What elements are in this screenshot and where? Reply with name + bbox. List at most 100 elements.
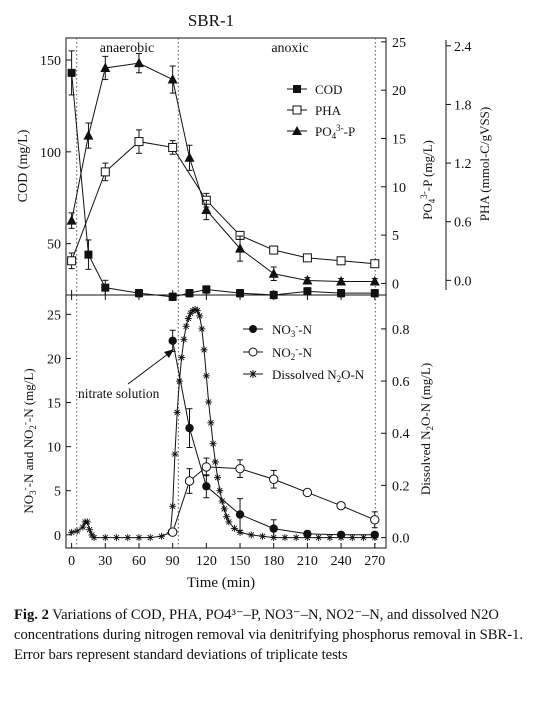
n2o-point-44 [258,532,266,540]
cod-point-4 [168,292,177,301]
n2o-point-9 [113,534,121,542]
n2o-point-20 [180,335,188,343]
po4-point-8 [268,268,279,278]
no-tick-label-15: 15 [47,397,61,412]
no2-point-5 [302,487,313,498]
n2o-point-8 [101,534,109,542]
phase-label-anaerobic: anaerobic [100,41,154,56]
po4-tick-label-10: 10 [392,181,406,196]
n2o-point-10 [124,534,132,542]
n2o-point-13 [157,532,165,540]
po4-axis-label: PO43--P (mg/L) [419,140,437,220]
pha-tick-label-1.8: 1.8 [454,98,472,113]
n2o-tick-label-0.6: 0.6 [392,375,410,390]
n2o-point-5 [86,526,94,534]
no3-point-3 [235,510,245,519]
no2-point-7 [370,515,380,525]
figure-caption: Fig. 2 Variations of COD, PHA, PO4³⁻–P, … [14,605,544,665]
cod-line [71,72,375,298]
x-tick-label-60: 60 [132,554,146,569]
no3-point-5 [303,529,312,539]
n2o-point-39 [223,513,231,521]
po4-point-2 [100,62,111,72]
cod-point-9 [303,287,312,296]
n2o-point-33 [209,440,217,448]
x-tick-label-30: 30 [98,554,112,569]
n2o-point-41 [230,524,238,532]
pha-point-3 [168,142,178,152]
bottom-legend: NO3--N NO2--N Dissolved N2O-N [243,321,365,384]
pha-point-7 [302,253,312,263]
n2o-point-40 [225,518,233,526]
annotation-arrow-line [127,350,173,385]
n2o-tick-label-0.4: 0.4 [392,427,410,442]
bottom-panel-frame [65,294,387,549]
legend-marker-cod [293,85,301,93]
no-tick-label-0: 0 [54,529,61,544]
legend-marker-no3 [249,325,257,333]
po4-point-1 [83,130,94,140]
cod-point-6 [202,285,211,294]
n2o-tick-label-0.8: 0.8 [392,323,410,338]
no3-line [172,340,375,536]
no-tick-label-20: 20 [47,352,61,367]
no-tick-label-10: 10 [47,441,61,456]
po4-tick-label-15: 15 [392,132,406,147]
pha-tick-label-0.6: 0.6 [454,216,472,231]
n2o-point-21 [182,322,190,330]
legend-label-cod: COD [315,82,342,97]
no3-point-2 [202,482,211,491]
n2o-axis-label: Dissolved N2O-N (mg/L) [418,363,435,495]
po4-tick-label-25: 25 [392,36,406,51]
n2o-point-43 [247,531,255,539]
pha-point-0 [67,256,77,266]
n2o-line [71,308,375,539]
n2o-point-7 [90,534,98,542]
no2-point-0 [167,527,178,537]
n2o-point-31 [205,398,213,406]
cod-point-5 [185,289,194,298]
cod-tick-label-100: 100 [40,146,61,161]
no2-point-6 [336,500,346,511]
cod-point-3 [134,289,143,298]
cod-point-1 [84,250,93,259]
po4-tick-label-5: 5 [392,229,399,244]
no2-point-4 [269,474,279,484]
x-tick-label-120: 120 [196,554,217,569]
po4-tick-label-0: 0 [392,277,399,292]
n2o-point-15 [169,502,177,510]
pha-point-8 [336,256,346,266]
n2o-point-47 [292,534,300,542]
n2o-point-11 [135,534,143,542]
po4-point-10 [336,275,347,286]
caption-text: Variations of COD, PHA, PO4³⁻–P, NO3⁻–N,… [14,607,524,663]
x-tick-label-210: 210 [297,554,318,569]
po4-tick-label-20: 20 [392,84,406,99]
n2o-point-30 [202,372,210,380]
n2o-point-38 [220,505,228,513]
no-tick-label-25: 25 [47,308,61,323]
n2o-point-0 [68,528,76,536]
pha-point-9 [370,259,380,269]
po4-point-0 [66,215,77,225]
n2o-tick-label-0: 0.0 [392,532,410,547]
n2o-point-16 [171,450,179,458]
x-tick-label-90: 90 [166,554,180,569]
no3-point-6 [336,530,346,539]
chart-title: SBR-1 [188,11,234,30]
x-tick-label-0: 0 [68,554,75,569]
po4-point-7 [235,243,246,253]
n2o-point-27 [196,312,204,320]
pha-tick-label-1.2: 1.2 [454,157,472,172]
po4-point-5 [184,152,195,162]
n2o-point-26 [193,307,201,315]
no3-point-4 [269,524,278,533]
x-tick-label-270: 270 [364,554,385,569]
no2-point-3 [235,463,245,474]
caption-label: Fig. 2 [14,607,49,623]
x-axis-label: Time (min) [187,575,255,591]
cod-axis-label: COD (mg/L) [16,129,31,202]
figure: SBR-1 anaerobic anoxic COD (mg/L) PO43--… [16,11,492,591]
n2o-point-37 [218,497,226,505]
n2o-point-32 [207,419,215,427]
